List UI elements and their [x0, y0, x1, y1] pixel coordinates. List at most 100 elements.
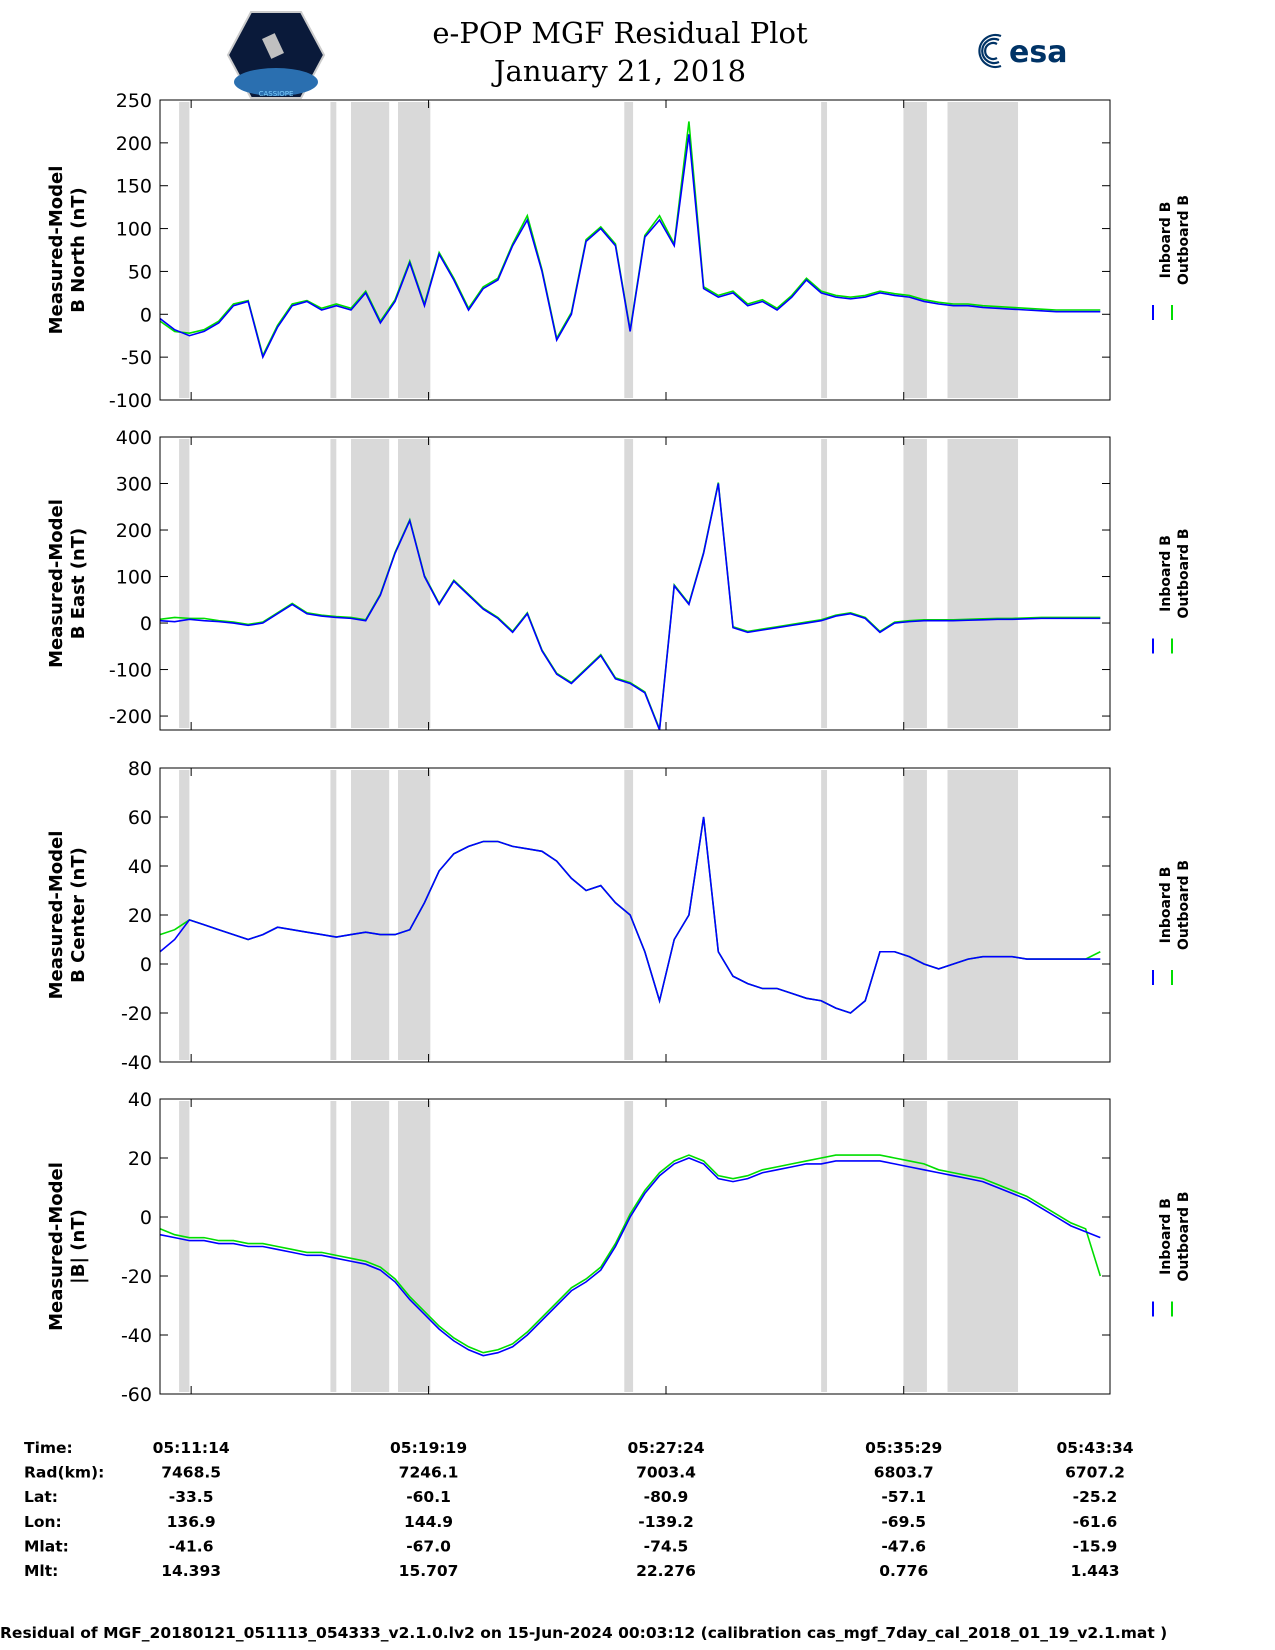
legend-labels: Inboard B Outboard B: [1158, 528, 1192, 618]
ephemeris-value: -67.0: [406, 1537, 451, 1555]
legend-label: Outboard B: [1176, 195, 1192, 285]
y-tick-label: 0: [140, 954, 152, 976]
y-tick-label: 50: [128, 261, 152, 283]
ephemeris-value: -57.1: [881, 1488, 926, 1506]
gap-shading: [179, 1101, 190, 1392]
gap-shading: [624, 102, 634, 398]
gap-shading: [821, 770, 828, 1060]
panel-2: -200 -100 0 100 200 300 400 Measured-ModelB Eas…: [46, 427, 1192, 731]
ephemeris-value: 14.393: [161, 1562, 221, 1580]
ephemeris-value: 22.276: [636, 1562, 696, 1580]
ephemeris-value: 0.776: [879, 1562, 928, 1580]
gap-shading: [350, 439, 390, 728]
y-tick-label: 150: [116, 176, 152, 198]
gap-shading: [903, 439, 927, 728]
y-tick-label: 100: [116, 219, 152, 241]
ephemeris-value: 05:11:14: [153, 1439, 230, 1457]
ephemeris-row-label: Time:: [24, 1439, 73, 1457]
title-block: e-POP MGF Residual Plot January 21, 2018: [390, 14, 850, 90]
axes-frame: [159, 99, 1111, 401]
legend-label: Outboard B: [1176, 1191, 1192, 1281]
ephemeris-value: -15.9: [1073, 1537, 1118, 1555]
gap-shading: [179, 770, 190, 1060]
gap-shading: [624, 770, 634, 1060]
y-tick-label: -200: [109, 706, 152, 728]
ephemeris-row-label: Mlat:: [24, 1537, 69, 1555]
ephemeris-value: -47.6: [881, 1537, 926, 1555]
y-axis-label: Measured-ModelB Center (nT): [46, 831, 89, 1000]
y-tick-label: 80: [128, 758, 152, 780]
series-line-outboard-b: [159, 1154, 1102, 1354]
footer-caption: Residual of MGF_20180121_051113_054333_v…: [0, 1624, 1168, 1642]
gap-shading: [947, 1101, 1019, 1392]
gap-shading: [398, 1101, 431, 1392]
ephemeris-row-label: Lat:: [24, 1488, 58, 1506]
gap-shading: [821, 102, 828, 398]
legend-labels: Inboard B Outboard B: [1158, 1191, 1192, 1281]
gap-shading: [947, 439, 1019, 728]
gap-shading: [350, 770, 390, 1060]
ephemeris-value: 7246.1: [399, 1464, 459, 1482]
legend-label: Outboard B: [1176, 860, 1192, 950]
ephemeris-value: -61.6: [1073, 1513, 1118, 1531]
ephemeris-value: -74.5: [644, 1537, 689, 1555]
y-axis-label-line: B East (nT): [68, 528, 89, 640]
legend-label: Inboard B: [1158, 867, 1174, 944]
legend-labels: Inboard B Outboard B: [1158, 860, 1192, 950]
gap-shading: [350, 102, 390, 398]
series-line-outboard-b: [159, 482, 1101, 730]
gap-shading: [398, 439, 431, 728]
esa-text: esa: [1009, 35, 1067, 70]
y-tick-label: 40: [128, 1089, 152, 1111]
y-tick-label: 200: [116, 520, 152, 542]
gap-shading: [624, 1101, 634, 1392]
y-tick-label: 400: [116, 427, 152, 449]
ephemeris-value: 6803.7: [874, 1464, 934, 1482]
gap-shading: [350, 1101, 390, 1392]
axes-frame: [159, 1098, 1111, 1395]
ephemeris-value: 15.707: [399, 1562, 459, 1580]
gap-shading: [903, 770, 927, 1060]
plot-date: January 21, 2018: [493, 54, 747, 88]
y-tick-label: 40: [128, 856, 152, 878]
y-tick-label: -20: [121, 1266, 152, 1288]
gap-shading: [398, 102, 431, 398]
y-axis-label: Measured-Model|B| (nT): [46, 1162, 89, 1331]
esa-logo: esa: [978, 33, 1067, 70]
series-line-inboard-b: [159, 483, 1101, 731]
ephemeris-row-label: Rad(km):: [24, 1464, 104, 1482]
y-axis-label: Measured-ModelB North (nT): [46, 166, 89, 335]
gap-shading: [179, 102, 190, 398]
y-tick-label: -40: [121, 1052, 152, 1074]
ephemeris-value: 144.9: [404, 1513, 453, 1531]
series-line-inboard-b: [159, 1157, 1101, 1357]
ephemeris-row-label: Mlt:: [24, 1562, 58, 1580]
gap-shading: [330, 770, 337, 1060]
y-tick-label: -100: [109, 660, 152, 682]
gap-shading: [903, 1101, 927, 1392]
y-axis-label-line: Measured-Model: [46, 831, 67, 1000]
gap-shading: [947, 770, 1019, 1060]
y-tick-label: 100: [116, 567, 152, 589]
ephemeris-value: 05:19:19: [390, 1439, 467, 1457]
y-tick-label: -50: [121, 347, 152, 369]
y-tick-label: 0: [140, 613, 152, 635]
gap-shading: [821, 1101, 828, 1392]
gap-shading: [821, 439, 828, 728]
legend-labels: Inboard B Outboard B: [1158, 195, 1192, 285]
y-axis-label-line: B North (nT): [68, 187, 89, 313]
y-tick-label: 20: [128, 905, 152, 927]
y-tick-label: -40: [121, 1325, 152, 1347]
ephemeris-value: -33.5: [169, 1488, 214, 1506]
logo-text: CASSIOPE: [259, 90, 294, 98]
gap-shading: [330, 102, 337, 398]
ephemeris-value: -80.9: [644, 1488, 689, 1506]
legend-label: Inboard B: [1158, 1198, 1174, 1275]
ephemeris-value: -25.2: [1073, 1488, 1118, 1506]
series-line-inboard-b: [159, 134, 1101, 360]
y-axis-label-line: Measured-Model: [46, 499, 67, 668]
ephemeris-value: 6707.2: [1065, 1464, 1125, 1482]
y-tick-label: 60: [128, 807, 152, 829]
y-tick-label: 250: [116, 90, 152, 112]
